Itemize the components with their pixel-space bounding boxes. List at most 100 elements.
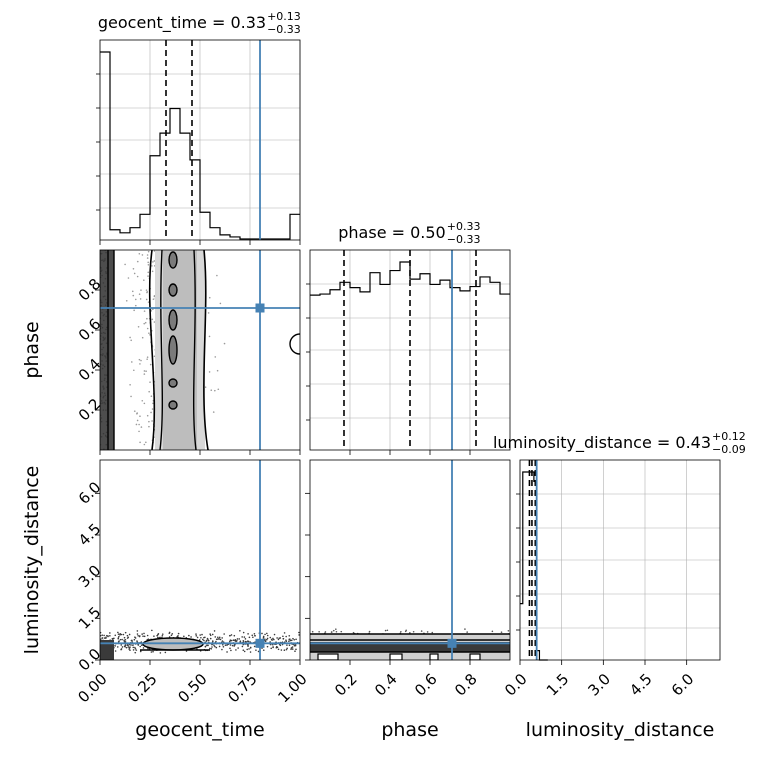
sample-point [271,643,274,646]
sample-point [140,289,142,291]
sample-point [131,290,134,293]
sample-point [213,630,216,632]
sample-point [253,633,256,635]
x-tick-label: 0.75 [224,670,260,706]
sample-point [285,635,287,638]
sample-point [234,639,237,642]
sample-point [221,637,223,639]
x-tick-label: 4.5 [626,670,656,700]
title-phase: phase = 0.50 +0.33−0.33 [338,220,480,246]
sample-point [203,636,205,639]
sample-point [335,628,337,630]
sample-point [253,645,256,648]
title-plus-error: +0.13 [267,10,301,23]
sample-point [124,631,127,634]
sample-point [130,644,132,646]
sample-point [201,633,203,636]
sample-point [152,298,155,300]
sample-point [464,628,466,630]
sample-point [269,641,271,643]
sample-point [266,645,269,648]
sample-point [223,633,225,635]
sample-point [228,640,231,643]
sample-point [266,634,269,637]
sample-point [196,636,199,639]
sample-point [288,644,291,647]
density-layer [100,250,300,450]
sample-point [161,634,164,637]
sample-point [133,638,136,641]
sample-point [232,639,235,641]
sample-point [229,647,231,650]
contour-line [148,250,156,450]
sample-point [262,649,265,651]
sample-point [131,641,134,643]
sample-point [141,644,143,647]
sample-point [143,310,146,312]
sample-point [298,634,300,636]
x-tick-label: 0.25 [124,670,160,706]
sample-point [242,649,245,652]
sample-point [134,647,137,650]
x-tick-label: 0.00 [74,670,110,706]
title-main: geocent_time = 0.33 [98,13,266,33]
x-tick-label: 3.0 [584,670,614,700]
sample-point [276,637,278,639]
sample-point [127,646,130,648]
sample-point [195,633,197,635]
sample-point [206,637,209,640]
sample-point [292,637,294,640]
sample-point [136,419,139,422]
sample-point [157,632,160,635]
sample-point [124,644,127,647]
sample-point [151,629,153,632]
title-minus-error: −0.33 [447,233,481,246]
sample-point [101,634,104,636]
sample-point [107,635,109,638]
sample-point [261,632,263,635]
sample-point [147,250,150,253]
sample-point [215,638,218,641]
sample-point [146,317,148,320]
sample-point [282,635,284,638]
sample-point [136,640,138,642]
sample-point [132,646,135,649]
sample-point [133,369,135,372]
sample-point [134,646,136,649]
contour-island [168,400,178,410]
sample-point [205,644,208,647]
sample-point [248,648,250,650]
sample-point [199,634,201,636]
sample-point [277,638,280,641]
sample-point [147,263,150,266]
sample-point [101,637,103,639]
sample-point [208,335,211,338]
sample-point [161,633,164,635]
luminosity-distance-histogram-panel: 0.0 1.5 3.0 4.5 6.0 [501,459,721,700]
sample-point [244,638,247,640]
sample-point [119,638,122,641]
sample-point [340,630,343,633]
sample-point [132,267,135,270]
sample-point [149,381,151,383]
sample-point [159,652,162,654]
sample-point [318,630,320,633]
sample-point [143,370,146,372]
sample-point [111,637,114,640]
sample-point [140,359,142,362]
sample-point [224,644,227,647]
contour-island [168,378,178,388]
sample-point [239,629,241,632]
sample-point [215,646,218,649]
sample-point [241,636,243,638]
sample-point [129,336,131,339]
sample-point [127,277,130,279]
sample-point [252,636,254,639]
sample-point [221,640,224,642]
sample-point [275,646,278,649]
sample-point [230,649,232,652]
sample-point [147,261,150,264]
sample-point [146,254,149,256]
sample-point [116,646,119,648]
sample-point [209,637,212,640]
